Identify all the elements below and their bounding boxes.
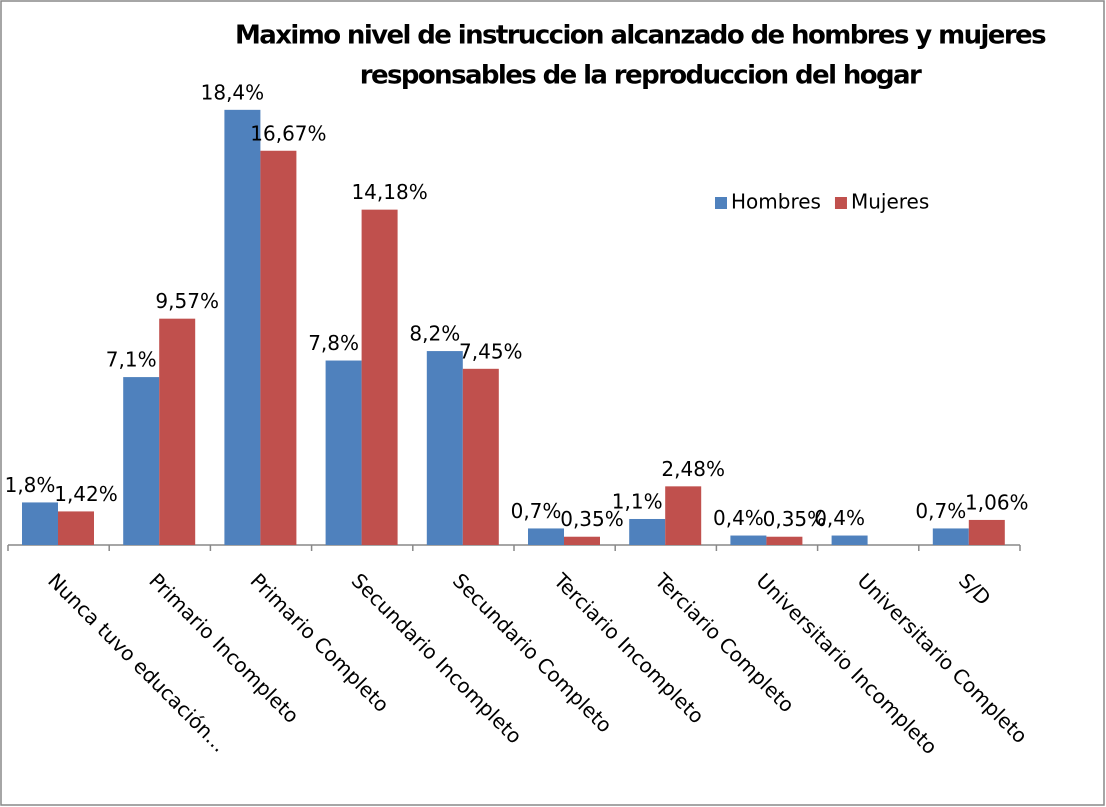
- data-label: 1,06%: [965, 490, 1029, 514]
- data-label: 0,35%: [763, 507, 827, 531]
- data-label: 18,4%: [201, 80, 265, 104]
- data-label: 16,67%: [250, 121, 326, 145]
- data-label: 2,48%: [661, 457, 725, 481]
- data-label: 0,4%: [814, 506, 865, 530]
- bar: [159, 318, 196, 545]
- data-label: 1,8%: [5, 473, 56, 497]
- bar: [528, 528, 564, 545]
- legend-swatch: [834, 197, 847, 209]
- data-label: 1,42%: [54, 482, 118, 506]
- bar: [564, 536, 600, 545]
- data-label: 0,7%: [511, 499, 562, 523]
- bar: [260, 150, 297, 545]
- bar: [361, 209, 398, 545]
- bar: [968, 519, 1005, 545]
- data-label: 8,2%: [409, 322, 460, 346]
- bar: [426, 351, 463, 545]
- data-label: 7,45%: [459, 339, 523, 363]
- bar: [766, 536, 803, 545]
- bar: [629, 518, 666, 545]
- chart-title: Maximo nivel de instruccion alcanzado de…: [235, 21, 1046, 51]
- bar: [665, 486, 702, 545]
- bar: [325, 360, 362, 545]
- bar: [730, 535, 767, 545]
- data-label: 7,1%: [106, 348, 157, 372]
- legend-swatch: [715, 197, 727, 209]
- data-label: 0,35%: [560, 507, 624, 531]
- bar: [58, 511, 94, 545]
- data-label: 0,7%: [915, 499, 966, 523]
- data-label: 14,18%: [351, 180, 427, 204]
- data-label: 7,8%: [308, 331, 359, 355]
- bar: [123, 377, 160, 545]
- bar: [831, 535, 868, 545]
- bar: [932, 528, 969, 545]
- legend-label: Hombres: [731, 190, 821, 214]
- data-label: 9,57%: [155, 289, 219, 313]
- data-label: 0,4%: [713, 506, 764, 530]
- data-label: 1,1%: [612, 489, 663, 513]
- bar: [22, 502, 58, 545]
- chart-title: responsables de la reproduccion del hoga…: [360, 61, 922, 91]
- legend-label: Mujeres: [851, 190, 929, 214]
- bar: [462, 368, 499, 545]
- bar: [224, 109, 261, 545]
